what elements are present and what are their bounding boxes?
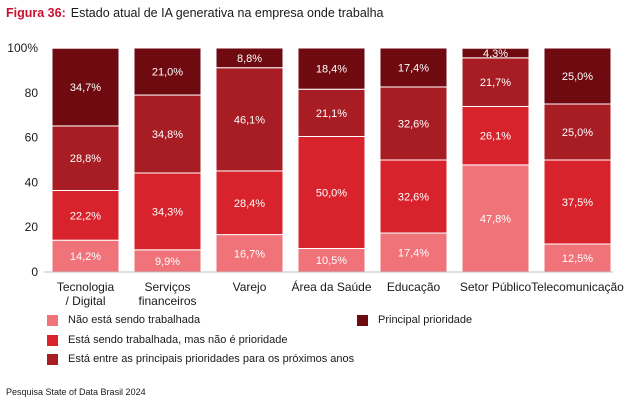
bar-segment bbox=[543, 103, 612, 161]
bar-segment bbox=[379, 47, 448, 88]
data-label: 22,2% bbox=[70, 210, 101, 222]
bar-segment bbox=[51, 47, 120, 127]
data-label: 10,5% bbox=[316, 255, 347, 267]
x-tick-label: Educação bbox=[387, 280, 441, 294]
bar-segment bbox=[297, 135, 366, 249]
bar-segment bbox=[461, 57, 530, 107]
data-label: 37,5% bbox=[562, 197, 593, 209]
y-tick-label: 80 bbox=[25, 86, 39, 100]
y-tick-label: 40 bbox=[25, 175, 39, 189]
data-label: 25,0% bbox=[562, 127, 593, 139]
bar-segment bbox=[297, 88, 366, 137]
chart-title: Figura 36: Estado atual de IA generativa … bbox=[6, 6, 383, 20]
x-tick-label: financeiros bbox=[138, 294, 196, 308]
bar-segment bbox=[133, 94, 202, 174]
y-tick-label: 60 bbox=[25, 131, 39, 145]
data-label: 17,4% bbox=[398, 62, 429, 74]
data-label: 32,6% bbox=[398, 118, 429, 130]
data-label: 26,1% bbox=[480, 131, 511, 143]
data-label: 28,4% bbox=[234, 198, 265, 210]
bar-segment bbox=[215, 67, 284, 172]
bar-segment bbox=[461, 47, 530, 59]
data-label: 34,8% bbox=[152, 129, 183, 141]
data-label: 47,8% bbox=[480, 213, 511, 225]
bar-segment bbox=[51, 125, 120, 191]
data-label: 18,4% bbox=[316, 64, 347, 76]
data-label: 4,3% bbox=[483, 48, 508, 60]
x-tick-label: / Digital bbox=[65, 294, 105, 308]
bar-segment bbox=[297, 47, 366, 90]
data-label: 21,1% bbox=[316, 108, 347, 120]
data-label: 14,2% bbox=[70, 251, 101, 263]
data-label: 21,0% bbox=[152, 67, 183, 79]
figure-label: Figura 36: bbox=[6, 6, 66, 20]
data-label: 17,4% bbox=[398, 248, 429, 260]
bar-segment bbox=[461, 164, 530, 273]
data-label: 50,0% bbox=[316, 187, 347, 199]
x-tick-label: Telecomunicação bbox=[531, 280, 624, 294]
x-tick-label: Tecnologia bbox=[57, 280, 115, 294]
x-tick-label: Setor Público bbox=[460, 280, 532, 294]
figure-title: Estado atual de IA generativa na empresa… bbox=[70, 6, 384, 20]
data-label: 32,6% bbox=[398, 192, 429, 204]
data-label: 34,7% bbox=[70, 82, 101, 94]
y-tick-label: 100% bbox=[7, 41, 38, 55]
x-tick-label: Varejo bbox=[233, 280, 267, 294]
bar-segment bbox=[543, 47, 612, 105]
bar-segment bbox=[215, 47, 284, 69]
data-label: 46,1% bbox=[234, 114, 265, 126]
data-label: 9,9% bbox=[155, 256, 180, 268]
data-label: 25,0% bbox=[562, 71, 593, 83]
bar-segment bbox=[461, 105, 530, 166]
bar-segment bbox=[133, 172, 202, 251]
source-note: Pesquisa State of Data Brasil 2024 bbox=[6, 387, 146, 397]
bar-segment bbox=[133, 47, 202, 96]
data-label: 28,8% bbox=[70, 153, 101, 165]
y-tick-label: 0 bbox=[31, 265, 38, 279]
bar-segment bbox=[379, 86, 448, 161]
bar-segment bbox=[51, 239, 120, 273]
data-label: 16,7% bbox=[234, 248, 265, 260]
data-label: 34,3% bbox=[152, 206, 183, 218]
data-label: 12,5% bbox=[562, 253, 593, 265]
x-tick-label: Serviços bbox=[144, 280, 190, 294]
y-tick-label: 20 bbox=[25, 220, 39, 234]
bar-segment bbox=[51, 189, 120, 241]
x-tick-label: Área da Saúde bbox=[291, 279, 371, 294]
data-label: 21,7% bbox=[480, 77, 511, 89]
data-label: 8,8% bbox=[237, 53, 262, 65]
